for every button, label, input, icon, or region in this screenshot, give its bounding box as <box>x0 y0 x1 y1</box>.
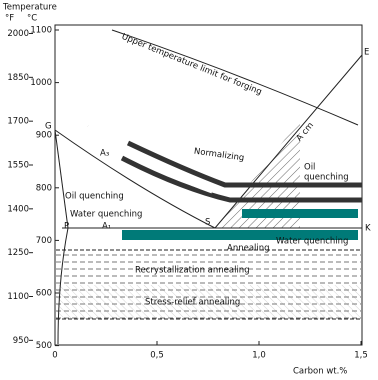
a3-line <box>54 129 216 229</box>
recrystallization-region <box>56 250 361 285</box>
fahrenheit-tick-label: 950 <box>13 336 29 346</box>
forging-limit-label: Upper temperature limit for forging <box>120 32 263 98</box>
solvus-line <box>57 227 69 345</box>
oil-quenching-left: Oil quenching <box>65 192 124 202</box>
x-tick-label: 0,5 <box>150 351 164 361</box>
annealing-bar <box>122 230 358 240</box>
stress-relief-hatch <box>56 285 361 319</box>
fahrenheit-tick-label: 1400 <box>7 204 29 214</box>
forging-limit-line <box>111 29 359 126</box>
point-p: P <box>64 222 69 232</box>
x-tick-label: 0 <box>52 351 57 361</box>
x-tick-label: 1,5 <box>354 351 368 361</box>
stress-relief-label: Stress-relief annealing <box>145 298 240 308</box>
fahrenheit-tick-label: 2000 <box>7 29 29 39</box>
x-tick-label: 1,0 <box>252 351 266 361</box>
celsius-tick-label: 1100 <box>30 26 52 36</box>
annealing-label: Annealing <box>227 244 270 254</box>
a3-label: A₃ <box>100 149 109 159</box>
tube-inner <box>87 124 213 194</box>
x-title: Carbon wt.% <box>293 367 347 377</box>
celsius-tick-label: 500 <box>36 341 52 351</box>
celsius-tick-label: 900 <box>36 131 52 141</box>
celsius-unit: °C <box>27 14 37 24</box>
fahrenheit-tick-label: 1100 <box>7 292 29 302</box>
gp-line <box>54 129 69 229</box>
fahrenheit-tick-label: 1700 <box>7 117 29 127</box>
normalizing-band <box>126 140 362 188</box>
point-e: E <box>364 48 369 58</box>
fahrenheit-unit: °F <box>5 14 14 24</box>
celsius-tick-label: 600 <box>36 289 52 299</box>
water-quench-bar <box>242 209 358 218</box>
normalizing-label: Normalizing <box>193 147 245 164</box>
oil-quench-band <box>120 155 362 203</box>
water-quenching-right: Water quenching <box>276 237 348 247</box>
fahrenheit-tick-label: 1850 <box>7 73 29 83</box>
celsius-tick-label: 800 <box>36 183 52 193</box>
fahrenheit-tick-label: 1250 <box>7 248 29 258</box>
celsius-tick-label: 1000 <box>30 78 52 88</box>
oil-quenching-right: quenching <box>304 173 349 183</box>
y-title: Temperature <box>2 3 57 13</box>
recrystallization-label: Recrystallization annealing <box>135 266 250 276</box>
point-k: K <box>365 224 371 234</box>
oil-quenching-right: Oil <box>304 163 315 173</box>
fahrenheit-tick-label: 1550 <box>7 161 29 171</box>
point-s: S <box>205 218 210 228</box>
tube-outline <box>87 125 213 193</box>
celsius-tick-label: 700 <box>36 236 52 246</box>
a1-label: A₁ <box>102 222 111 232</box>
point-g: G <box>45 122 52 132</box>
water-quenching-left: Water quenching <box>70 210 142 220</box>
